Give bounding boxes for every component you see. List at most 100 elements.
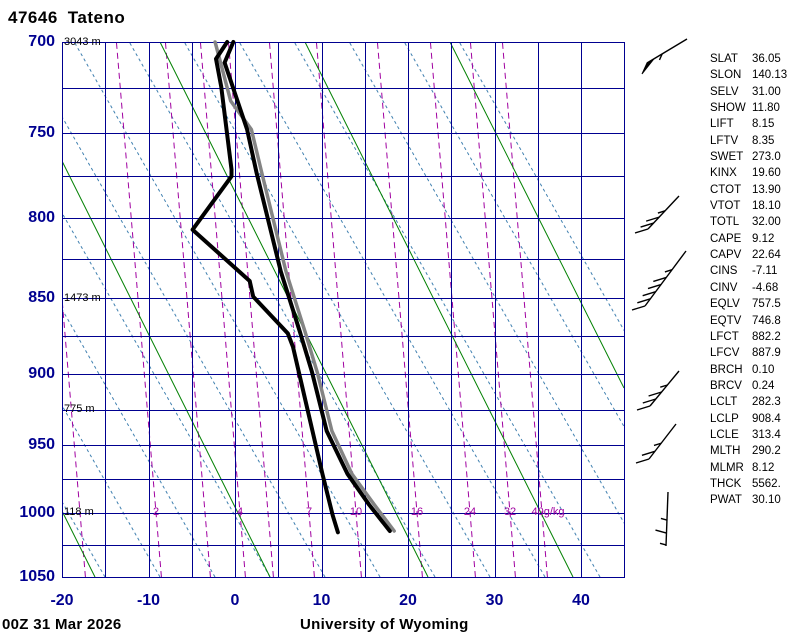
stat-value: 746.8 — [752, 314, 781, 327]
temperature-tick-label: -10 — [136, 592, 161, 609]
stat-row: CTOT 13.90 — [710, 182, 800, 198]
stat-row: CAPE 9.12 — [710, 231, 800, 247]
stats-panel: SLAT 36.05 SLON 140.13 SELV 31.00 SHOW 11.80 LIF… — [710, 51, 800, 509]
stat-row: EQLV 757.5 — [710, 296, 800, 312]
temperature-tick-label: 0 — [230, 592, 240, 609]
stat-value: 8.12 — [752, 461, 775, 474]
stat-value: 882.2 — [752, 330, 781, 343]
stat-value: 19.60 — [752, 167, 781, 180]
mixing-ratio-label: 40g/kg — [531, 506, 565, 519]
temperature-tick-label: 30 — [485, 592, 504, 609]
temperature-tick-label: 10 — [312, 592, 331, 609]
stat-row: SWET 273.0 — [710, 149, 800, 165]
station-id: 47646 — [8, 8, 58, 27]
mixing-ratio-label: 24 — [463, 506, 477, 519]
mixing-ratio-label: 32 — [503, 506, 517, 519]
stat-value: 0.10 — [752, 363, 775, 376]
stat-value: 8.35 — [752, 134, 775, 147]
stat-row: CAPV 22.64 — [710, 247, 800, 263]
stat-row: MLMR 8.12 — [710, 460, 800, 476]
mixing-ratio-label: 2 — [152, 506, 160, 519]
stat-key: MLMR — [710, 461, 744, 474]
mixing-ratio-label: 4 — [236, 506, 244, 519]
stat-key: CTOT — [710, 183, 742, 196]
stat-key: LCLP — [710, 412, 739, 425]
stat-key: CINS — [710, 265, 738, 278]
stat-row: SLON 140.13 — [710, 67, 800, 83]
stat-row: SELV 31.00 — [710, 84, 800, 100]
stat-key: CAPV — [710, 249, 742, 262]
wind-barb — [631, 250, 687, 311]
stat-key: SLAT — [710, 53, 738, 65]
stat-key: LCLE — [710, 428, 739, 441]
pressure-tick-label: 900 — [28, 364, 55, 382]
stat-value: 273.0 — [752, 151, 781, 164]
temperature-tick-label: 40 — [572, 592, 590, 609]
wind-barb — [655, 491, 669, 547]
stat-row: EQTV 746.8 — [710, 313, 800, 329]
stat-row: TOTL 32.00 — [710, 214, 800, 230]
stat-key: VTOT — [710, 200, 741, 213]
wind-barb — [635, 423, 677, 464]
temperature-tick-label: -20 — [50, 592, 74, 609]
pressure-tick-label: 850 — [28, 289, 55, 307]
stat-key: BRCH — [710, 363, 743, 376]
dewpoint-trace — [190, 40, 340, 535]
stat-key: EQTV — [710, 314, 742, 327]
stat-key: SLON — [710, 69, 742, 82]
grid-layer — [62, 42, 625, 578]
stat-value: 140.13 — [752, 69, 788, 82]
source-label: University of Wyoming — [300, 616, 469, 633]
stat-row: BRCH 0.10 — [710, 362, 800, 378]
pressure-tick-label: 1050 — [19, 568, 55, 585]
stat-value: 0.24 — [752, 379, 775, 392]
stat-key: LFCT — [710, 330, 739, 343]
stat-value: 9.12 — [752, 232, 775, 245]
stat-key: LFTV — [710, 134, 739, 147]
stat-key: KINX — [710, 167, 737, 180]
mixing-ratio-label: 7 — [305, 506, 313, 519]
stat-row: MLTH 290.2 — [710, 443, 800, 459]
stat-key: TOTL — [710, 216, 740, 229]
pressure-tick-label: 800 — [28, 209, 55, 227]
stat-key: LCLT — [710, 396, 738, 409]
height-label: 1473 m — [64, 291, 101, 304]
pressure-tick-label: 750 — [28, 124, 55, 142]
height-label: 118 m — [64, 506, 94, 519]
stat-value: 11.80 — [752, 102, 780, 115]
wind-barbs — [631, 38, 688, 547]
stat-value: 8.15 — [752, 118, 775, 131]
stat-row: KINX 19.60 — [710, 165, 800, 181]
wind-barb — [636, 370, 680, 411]
page-title: 47646 Tateno — [8, 8, 125, 28]
stat-row: CINS -7.11 — [710, 263, 800, 279]
temperature-trace — [222, 40, 392, 533]
stat-key: MLTH — [710, 445, 741, 458]
stat-row: LFCV 887.9 — [710, 345, 800, 361]
stat-key: BRCV — [710, 379, 742, 392]
stat-row: THCK 5562. — [710, 476, 800, 492]
stat-key: CAPE — [710, 232, 742, 245]
stat-key: SHOW — [710, 102, 746, 115]
mixing-ratio-label: 16 — [410, 506, 424, 519]
stat-value: 36.05 — [752, 53, 781, 65]
stat-value: 31.00 — [752, 85, 781, 98]
stat-row: CINV -4.68 — [710, 280, 800, 296]
stat-row: LCLE 313.4 — [710, 427, 800, 443]
stat-value: 908.4 — [752, 412, 781, 425]
stat-value: 757.5 — [752, 298, 781, 311]
station-name: Tateno — [67, 8, 126, 27]
mixing-ratio-label: 10 — [349, 506, 363, 519]
stat-value: 22.64 — [752, 249, 781, 262]
stat-value: 30.10 — [752, 494, 781, 507]
stat-key: SWET — [710, 151, 744, 164]
stat-value: -7.11 — [752, 265, 778, 278]
stat-value: 313.4 — [752, 428, 781, 441]
stat-row: LFTV 8.35 — [710, 133, 800, 149]
datetime-label: 00Z 31 Mar 2026 — [2, 616, 122, 633]
stat-value: 32.00 — [752, 216, 781, 229]
stat-value: 13.90 — [752, 183, 781, 196]
pressure-tick-label: 1000 — [19, 503, 55, 521]
